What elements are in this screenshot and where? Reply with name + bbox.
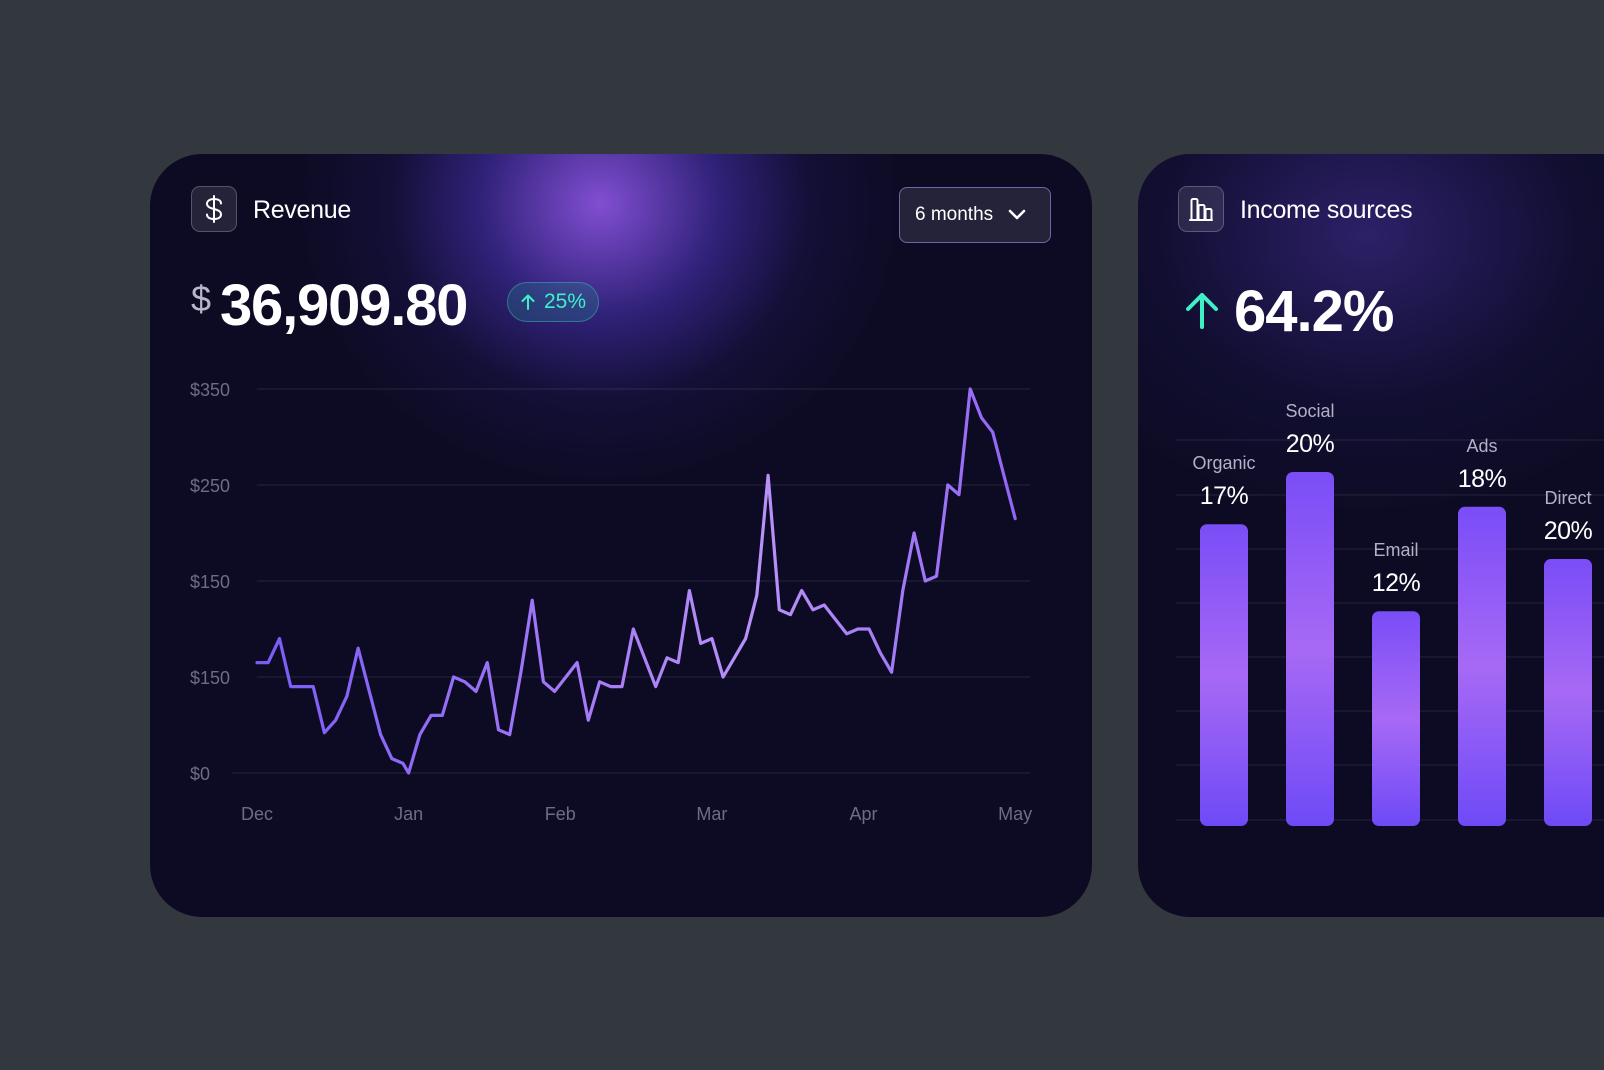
bar-value-label: 12% — [1372, 569, 1421, 597]
change-badge: 25% — [507, 282, 600, 322]
bar-value-label: 17% — [1200, 482, 1249, 510]
x-tick-label: Jan — [394, 804, 423, 824]
card-title: Revenue — [253, 196, 351, 224]
bar-value-label: 20% — [1544, 517, 1593, 545]
bar-direct — [1544, 559, 1592, 826]
arrow-up-icon — [1186, 293, 1218, 329]
arrow-up-icon — [521, 294, 535, 310]
y-tick-label: $150 — [190, 572, 230, 592]
bar-chart-icon — [1178, 186, 1224, 232]
y-tick-label: $250 — [190, 476, 230, 496]
y-tick-label: $0 — [190, 764, 210, 784]
revenue-card: Revenue 6 months $ 36,909.80 25% $350 $25… — [150, 154, 1092, 917]
income-sources-card: Income sources 64.2% 17% Organic 20% Social… — [1138, 154, 1604, 917]
bar-social — [1286, 472, 1334, 826]
x-tick-label: Mar — [696, 804, 727, 824]
period-label: 6 months — [915, 204, 994, 225]
series-line — [255, 387, 1017, 775]
income-bar-chart: 17% Organic 20% Social 12% Email 18% Ads 20% Dire… — [1176, 401, 1604, 826]
chevron-down-icon — [1008, 209, 1026, 220]
bar-category-label: Direct — [1544, 488, 1591, 508]
period-dropdown[interactable]: 6 months — [899, 187, 1051, 243]
change-value: 25% — [544, 290, 587, 313]
bar-category-label: Social — [1285, 401, 1334, 421]
x-tick-label: Feb — [545, 804, 576, 824]
bar-ads — [1458, 506, 1506, 826]
bar-category-label: Ads — [1466, 436, 1497, 456]
dollar-icon — [191, 186, 237, 232]
bar-category-label: Email — [1373, 540, 1418, 560]
bar-value-label: 18% — [1458, 465, 1507, 493]
revenue-line-chart: $350 $250 $150 $150 $0 Dec Jan Feb Mar Apr May — [190, 380, 1032, 824]
x-tick-label: May — [998, 804, 1032, 824]
x-tick-label: Dec — [241, 804, 273, 824]
card-title: Income sources — [1240, 196, 1413, 224]
revenue-total: 36,909.80 — [220, 273, 468, 338]
bar-email — [1372, 611, 1420, 826]
y-tick-label: $150 — [190, 668, 230, 688]
x-tick-label: Apr — [850, 804, 878, 824]
y-tick-label: $350 — [190, 380, 230, 400]
bar-organic — [1200, 524, 1248, 826]
currency-symbol: $ — [191, 278, 212, 319]
income-change-value: 64.2% — [1234, 279, 1394, 344]
bar-category-label: Organic — [1192, 453, 1255, 473]
bar-value-label: 20% — [1286, 430, 1335, 458]
